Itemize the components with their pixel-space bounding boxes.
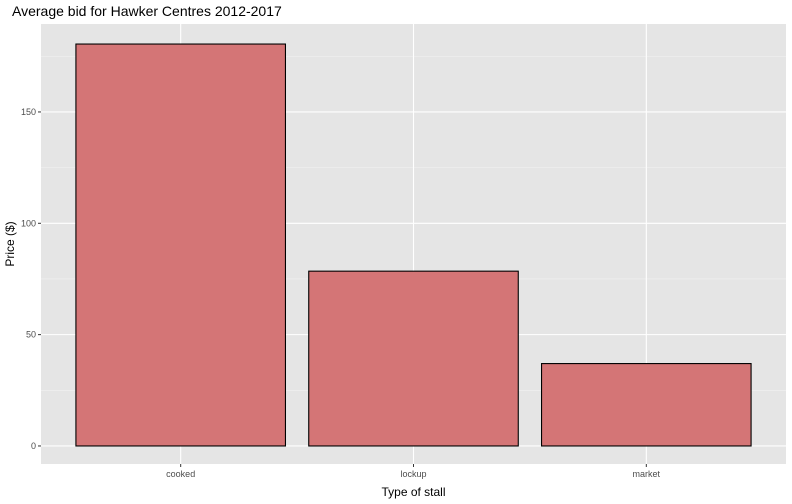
bars bbox=[75, 43, 752, 447]
y-tick-label: 50 bbox=[26, 330, 36, 340]
y-axis-title: Price ($) bbox=[3, 221, 17, 266]
x-tick-label: cooked bbox=[166, 469, 195, 479]
x-tick-label: market bbox=[633, 469, 661, 479]
x-axis: cooked lockup market bbox=[166, 464, 661, 479]
y-axis: 0 50 100 150 bbox=[21, 107, 41, 451]
x-axis-title: Type of stall bbox=[381, 485, 445, 499]
y-tick-label: 0 bbox=[31, 441, 36, 451]
y-tick-label: 150 bbox=[21, 107, 36, 117]
bar-lockup bbox=[308, 270, 519, 447]
y-tick-label: 100 bbox=[21, 218, 36, 228]
bar-cooked bbox=[75, 43, 287, 447]
x-tick-label: lockup bbox=[400, 469, 426, 479]
chart-title: Average bid for Hawker Centres 2012-2017 bbox=[12, 3, 282, 19]
bar-market bbox=[540, 363, 752, 447]
